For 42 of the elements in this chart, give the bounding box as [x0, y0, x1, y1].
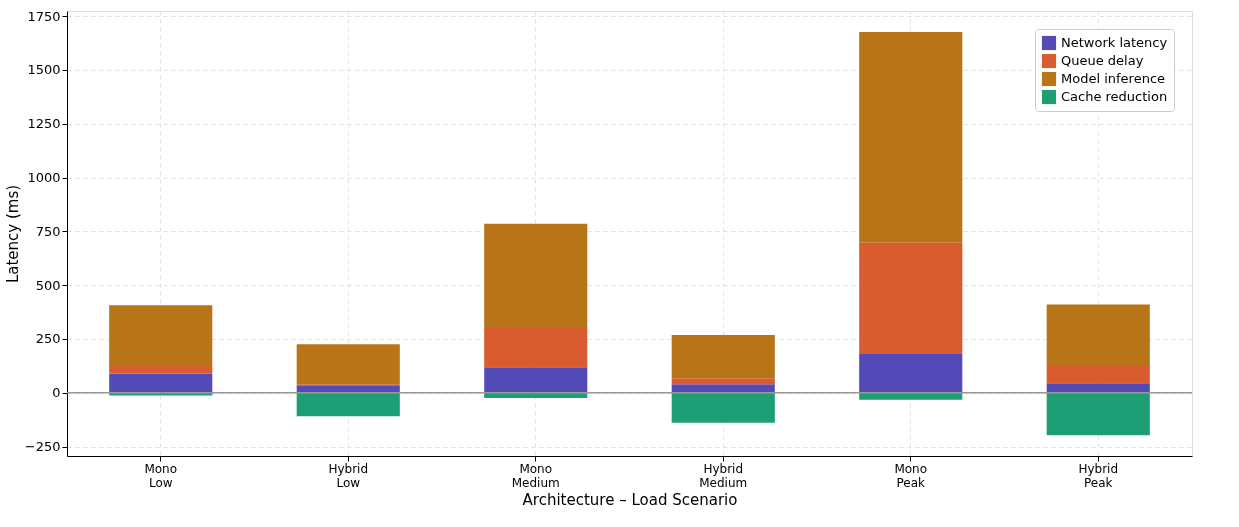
bar: [484, 367, 588, 393]
bar: [1046, 364, 1150, 384]
y-tick-label: 1250: [27, 116, 61, 132]
bar: [484, 392, 588, 399]
y-axis-title: Latency (ms): [3, 184, 22, 284]
y-tick-label: 0: [52, 385, 61, 401]
legend-label: Model inference: [1061, 71, 1166, 86]
bar: [109, 366, 213, 374]
bar: [859, 32, 963, 243]
bar: [671, 392, 775, 423]
bar: [484, 327, 588, 368]
bar: [671, 335, 775, 379]
y-tick-label: 750: [35, 223, 61, 239]
bar: [859, 353, 963, 393]
y-tick-label: −250: [24, 439, 61, 455]
x-tick-label: Hybrid Peak: [1078, 461, 1119, 490]
bar: [1046, 392, 1150, 436]
bar: [296, 392, 400, 417]
bar: [109, 373, 213, 393]
x-axis-title: Architecture – Load Scenario: [522, 490, 738, 509]
legend-label: Network latency: [1061, 35, 1168, 50]
x-tick-label: Mono Peak: [894, 461, 928, 490]
x-tick-label: Mono Low: [144, 461, 178, 490]
x-tick-label: Mono Medium: [511, 461, 560, 490]
bar: [1046, 304, 1150, 365]
bar: [109, 392, 213, 396]
bar: [109, 305, 213, 367]
y-tick-label: 1500: [27, 62, 61, 78]
x-tick-label: Hybrid Medium: [699, 461, 748, 490]
bar: [671, 378, 775, 385]
bar: [1046, 383, 1150, 393]
y-tick-label: 250: [35, 331, 61, 347]
y-tick-label: 1000: [27, 170, 61, 186]
bar: [859, 392, 963, 400]
bar: [296, 344, 400, 385]
y-tick-label: 500: [35, 277, 61, 293]
bar: [859, 242, 963, 354]
x-tick-label: Hybrid Low: [328, 461, 369, 490]
legend-label: Cache reduction: [1061, 89, 1168, 104]
y-tick-label: 1750: [27, 8, 61, 24]
bar: [484, 223, 588, 328]
legend-label: Queue delay: [1061, 53, 1144, 68]
